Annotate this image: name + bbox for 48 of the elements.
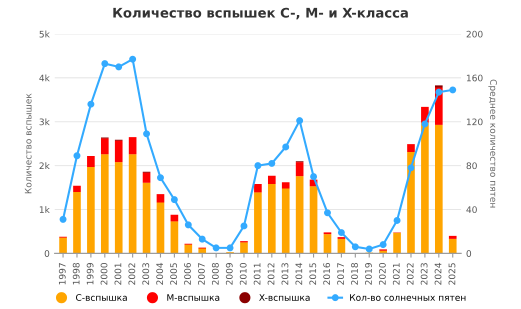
x-tick-label: 2012 — [268, 263, 274, 285]
x-tick-label: 2002 — [128, 263, 136, 285]
x-tick-label: 2017 — [337, 263, 344, 285]
legend-label: C-вспышка — [76, 294, 127, 301]
y-tick-label: 4k — [39, 74, 50, 82]
legend-label: M-вспышка — [167, 294, 220, 301]
y2-tick-label: 200 — [466, 30, 483, 38]
y-tick-label: 5k — [40, 30, 50, 38]
x-tick-label: 2008 — [212, 263, 219, 285]
x-tick-label: 2018 — [351, 263, 358, 285]
x-tick-label: 2001 — [114, 263, 122, 285]
x-tick-label: 2005 — [170, 263, 178, 285]
x-tick-label: 1998 — [72, 263, 80, 284]
x-tick-label: 1999 — [86, 263, 94, 284]
x-tick-label: 2015 — [309, 263, 316, 285]
x-tick-label: 2016 — [323, 262, 330, 285]
x-tick-label: 2009 — [226, 263, 233, 285]
chart-title: Количество вспышек C-, M- и X-класса — [113, 8, 408, 20]
y2-tick-label: 160 — [466, 74, 483, 82]
x-tick-label: 2019 — [365, 263, 372, 285]
y-tick-label: 1k — [40, 206, 50, 213]
x-tick-label: 2010 — [240, 263, 247, 285]
x-tick-label: 2014 — [295, 262, 302, 285]
y2-tick-label: 80 — [466, 162, 477, 170]
x-tick-label: 2007 — [198, 263, 205, 285]
x-tick-label: 2022 — [406, 263, 414, 285]
x-tick-label: 2021 — [392, 263, 400, 285]
y2-axis-title: Среднее количество пятен — [488, 80, 497, 208]
legend-label: X-вспышка — [259, 294, 310, 301]
legend-label: Кол-во солнечных пятен — [350, 294, 466, 301]
y-tick-label: 3k — [40, 118, 50, 126]
x-tick-label: 2025 — [448, 263, 456, 285]
x-tick-label: 2003 — [142, 263, 150, 285]
y-tick-label: 0 — [44, 250, 50, 257]
x-tick-label: 2000 — [100, 263, 108, 285]
x-tick-label: 2023 — [420, 263, 428, 285]
x-tick-label: 2024 — [434, 262, 442, 285]
y2-tick-label: 0 — [466, 250, 472, 257]
x-tick-label: 2013 — [282, 263, 288, 285]
x-tick-label: 2006 — [184, 262, 191, 285]
y-tick-label: 2k — [40, 162, 50, 170]
y2-tick-label: 120 — [466, 118, 483, 126]
y2-tick-label: 40 — [466, 206, 477, 214]
x-tick-label: 2004 — [156, 262, 164, 285]
x-tick-label: 2020 — [378, 263, 386, 285]
x-tick-label: 1997 — [58, 263, 66, 284]
y-axis-title: Количество вспышек — [24, 94, 32, 194]
x-tick-label: 2011 — [254, 263, 261, 285]
